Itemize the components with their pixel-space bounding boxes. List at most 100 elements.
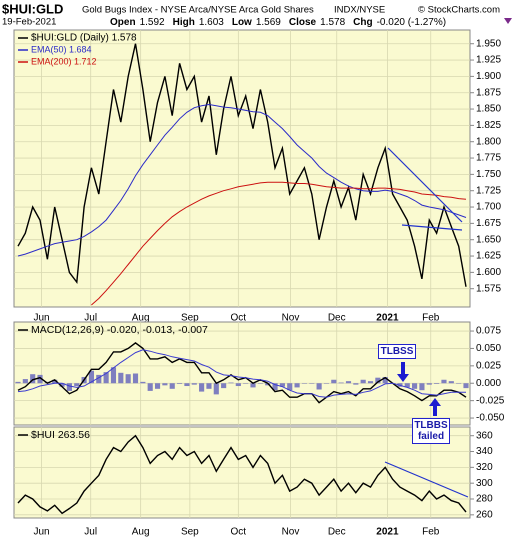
arrow: [429, 398, 441, 416]
histogram-bar: [140, 381, 146, 384]
credit: © StockCharts.com: [418, 5, 500, 16]
histogram-bar: [367, 381, 374, 384]
histogram-bar: [221, 383, 227, 389]
y-tick-label: 1.925: [476, 55, 501, 66]
panel: [13, 426, 471, 519]
histogram-bar: [338, 382, 344, 384]
histogram-bar: [30, 374, 36, 384]
histogram-bar: [360, 379, 366, 384]
x-tick-label: Nov: [282, 313, 300, 324]
series-line: [17, 434, 467, 515]
y-tick-label: 0.050: [476, 343, 501, 354]
histogram-bar: [110, 367, 117, 384]
series-line: [17, 103, 467, 257]
x-tick-label: 2021: [376, 313, 399, 324]
histogram-bar: [345, 381, 352, 384]
stat-value: 1.578: [320, 17, 345, 28]
y-tick-label: 1.575: [476, 283, 501, 294]
histogram-bar: [37, 374, 43, 384]
trend-line: [384, 461, 469, 498]
y-tick-label: 0.075: [476, 326, 501, 337]
histogram-bar: [228, 382, 234, 384]
histogram-bar: [88, 370, 95, 384]
y-tick-label: -0.025: [476, 395, 505, 406]
histogram-bar: [52, 379, 58, 384]
symbol: $HUI:GLD: [2, 1, 63, 16]
histogram-bar: [213, 383, 219, 395]
histogram-bar: [177, 383, 183, 384]
x-tick-label: Nov: [282, 527, 300, 538]
y-tick-label: 0.025: [476, 360, 501, 371]
histogram-bar: [206, 383, 212, 389]
histogram-bar: [404, 383, 410, 388]
y-tick-label: 1.650: [476, 234, 501, 245]
panel: [13, 29, 471, 308]
histogram-bar: [279, 383, 285, 387]
histogram-bar: [419, 383, 425, 391]
y-tick-label: 1.600: [476, 267, 501, 278]
stat-label: Open: [110, 17, 136, 28]
legend-label: EMA(50) 1.684: [31, 44, 92, 54]
exchange: INDX/NYSE: [334, 5, 385, 16]
x-tick-label: Dec: [328, 527, 346, 538]
histogram-bar: [323, 383, 330, 384]
y-tick-label: -0.050: [476, 413, 505, 424]
x-tick-label: Oct: [231, 527, 247, 538]
menu-marker: [504, 18, 512, 24]
histogram-bar: [96, 374, 102, 384]
legend-label: MACD(12,26,9) -0.020, -0.013, -0.007: [31, 324, 208, 336]
y-tick-label: 1.775: [476, 153, 501, 164]
stat-label: Low: [232, 17, 252, 28]
histogram-bar: [287, 383, 293, 391]
histogram-bar: [456, 383, 462, 384]
x-tick-label: Feb: [422, 313, 440, 324]
histogram-bar: [434, 383, 440, 384]
histogram-bar: [235, 383, 241, 387]
histogram-bar: [382, 376, 388, 384]
y-tick-label: 340: [476, 446, 493, 457]
x-tick-label: Sep: [181, 313, 199, 324]
stats: Open 1.592 High 1.603 Low 1.569 Close 1.578 Chg -…: [110, 17, 446, 28]
histogram-bar: [103, 372, 109, 384]
x-tick-label: Jul: [84, 527, 97, 538]
legend-label: $HUI 263.56: [31, 429, 90, 441]
series-line: [17, 43, 467, 287]
trend-line: [401, 224, 463, 231]
histogram-bar: [147, 383, 153, 391]
y-tick-label: 1.800: [476, 136, 501, 147]
histogram-bar: [184, 383, 190, 387]
x-tick-label: Jun: [33, 313, 49, 324]
histogram-bar: [309, 383, 315, 384]
histogram-bar: [250, 383, 256, 388]
histogram-bar: [265, 383, 271, 386]
stat-value: 1.569: [256, 17, 281, 28]
histogram-bar: [162, 383, 168, 386]
histogram-bar: [375, 377, 381, 384]
y-tick-label: 1.625: [476, 251, 501, 262]
x-tick-label: Dec: [328, 313, 346, 324]
arrow: [397, 362, 409, 382]
histogram-bar: [426, 383, 432, 385]
x-tick-label: Oct: [231, 313, 247, 324]
histogram-bar: [353, 383, 359, 385]
y-tick-label: 1.900: [476, 71, 501, 82]
histogram-bar: [294, 383, 300, 388]
x-tick-label: Feb: [422, 527, 440, 538]
stat-value: 1.592: [140, 17, 165, 28]
y-tick-label: 320: [476, 462, 493, 473]
histogram-bar: [59, 383, 65, 387]
y-tick-label: 0.000: [476, 378, 501, 389]
legend-label: $HUI:GLD (Daily) 1.578: [31, 33, 137, 44]
series-line: [91, 181, 467, 306]
histogram-bar: [463, 383, 469, 389]
histogram-bar: [412, 383, 418, 389]
stat-value: -0.020 (-1.27%): [377, 17, 446, 28]
y-tick-label: 300: [476, 478, 493, 489]
x-tick-label: Aug: [132, 313, 150, 324]
histogram-bar: [272, 383, 278, 391]
trend-line: [387, 147, 463, 223]
y-tick-label: 280: [476, 494, 493, 505]
